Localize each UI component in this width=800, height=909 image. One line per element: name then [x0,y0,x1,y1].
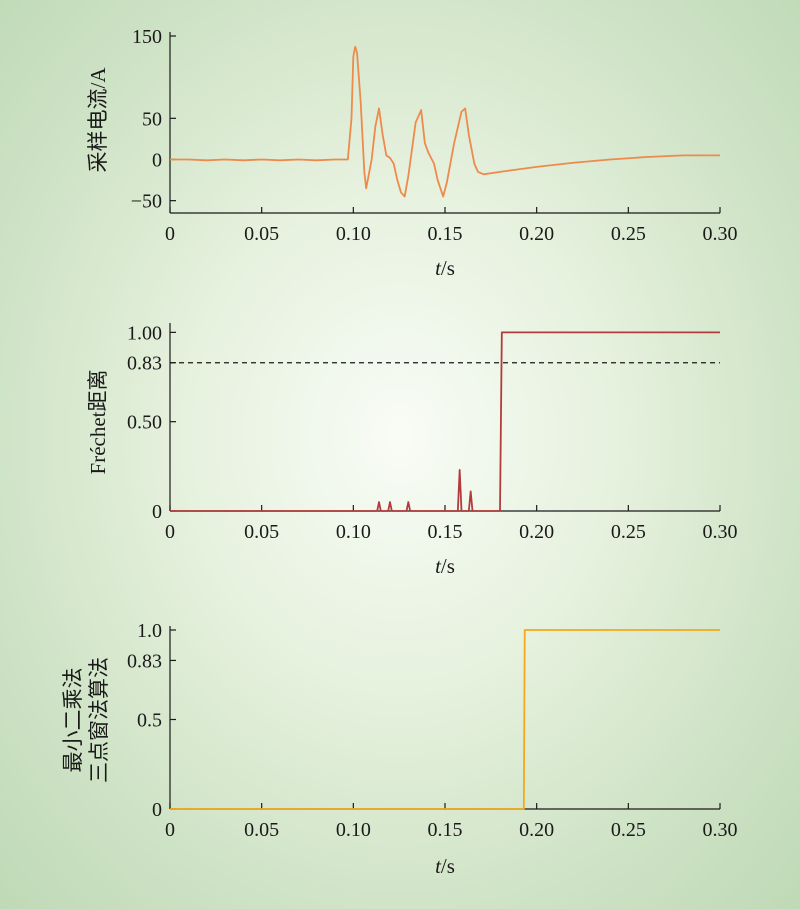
x-tick-label: 0.15 [428,521,463,543]
x-tick-label: 0.20 [519,521,554,543]
series-line [170,45,720,198]
y-tick-label: 0.83 [127,650,162,672]
x-axis-title: t/s [435,256,455,280]
current-panel: 0 0.05 0.10 0.15 0.20 0.25 0.30150500−50t/s采样电… [86,26,738,280]
frechet-panel: 0 0.05 0.10 0.15 0.20 0.25 0.30 1.00 0.83 0.50 0 t/… [86,322,738,578]
series-line [170,629,720,810]
x-tick-label: 0.20 [519,819,554,841]
y-tick-label: 0.50 [127,412,162,434]
x-tick-label: 0.10 [336,819,371,841]
y-tick-label: 1.0 [137,620,162,642]
x-tick-label: 0.20 [519,223,554,245]
x-tick-label: 0.05 [244,819,279,841]
series-line [170,331,720,512]
x-tick-label: 0.30 [703,819,738,841]
x-tick-label: 0.10 [336,521,371,543]
x-tick-label: 0.30 [703,521,738,543]
x-tick-label: 0.25 [611,521,646,543]
y-tick-label: 0 [152,149,162,171]
y-tick-label: 50 [142,108,162,130]
y-axis-title: 最小二乘法三点窗法算法 [61,657,111,783]
y-axis-title: Fréchet距离 [86,370,110,475]
x-tick-label: 0.10 [336,223,371,245]
x-tick-label: 0.25 [611,819,646,841]
y-tick-label: 150 [132,26,162,48]
y-tick-label: 0.5 [137,710,162,732]
x-tick-label: 0 [165,223,175,245]
least-squares-panel: 0 0.05 0.10 0.15 0.20 0.25 0.30 1.0 0.83 0.5 0 t/s 最… [61,620,738,878]
x-tick-label: 0 [165,521,175,543]
x-axis-title: t/s [435,854,455,878]
x-tick-label: 0.30 [703,223,738,245]
x-tick-label: 0.15 [428,819,463,841]
x-tick-label: 0.15 [428,223,463,245]
y-tick-label: −50 [131,191,162,213]
x-tick-label: 0.05 [244,223,279,245]
y-tick-label: 1.00 [127,322,162,344]
x-tick-label: 0.05 [244,521,279,543]
x-tick-label: 0 [165,819,175,841]
x-axis-title: t/s [435,554,455,578]
y-tick-label: 0 [152,799,162,821]
y-axis-title: 采样电流/A [86,67,110,173]
y-tick-label: 0 [152,501,162,523]
y-tick-label: 0.83 [127,353,162,375]
x-tick-label: 0.25 [611,223,646,245]
